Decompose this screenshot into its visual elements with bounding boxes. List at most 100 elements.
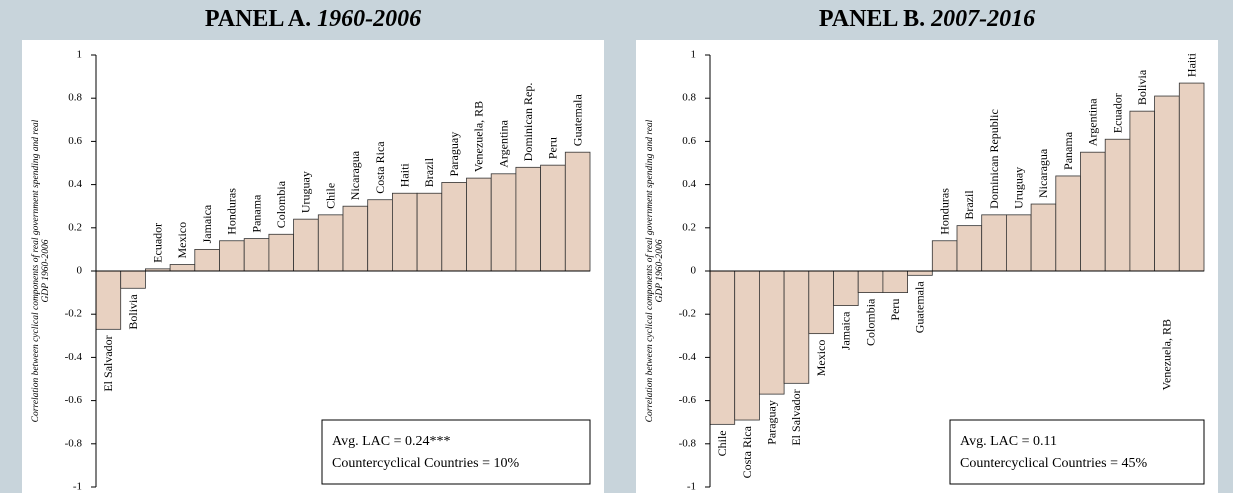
bar <box>783 270 810 384</box>
y-axis-label: GDP 1960-2006 <box>655 239 665 302</box>
bar-label: Mexico <box>814 340 828 377</box>
y-tick-label: -0.4 <box>679 351 697 363</box>
y-tick-label: 0.4 <box>68 178 82 190</box>
bar-label: Bolivia <box>126 294 140 330</box>
panel-title: PANEL B. 2007-2016 <box>819 6 1035 32</box>
bar-label: Dominican Republic <box>987 109 1001 209</box>
y-tick-label: 0.2 <box>682 221 696 233</box>
bar <box>391 192 418 272</box>
panel-title: PANEL A. 1960-2006 <box>205 6 421 32</box>
bar <box>169 264 196 272</box>
bar <box>490 173 517 272</box>
bar <box>95 270 122 330</box>
bar-label: Venezuela, RB <box>472 101 486 172</box>
panel: PANEL B. 2007-2016 Correlation between cy… <box>636 6 1218 493</box>
bar <box>342 205 369 272</box>
bar-label: Costa Rica <box>740 425 754 478</box>
bar <box>709 270 736 425</box>
bar <box>120 270 146 289</box>
y-tick-label: -0.8 <box>679 437 697 449</box>
panel-period: 1960-2006 <box>317 6 421 32</box>
bar <box>1055 175 1081 272</box>
bar <box>515 166 542 272</box>
bar-label: Jamaica <box>839 311 853 350</box>
bar-label: Colombia <box>863 298 877 346</box>
bar-label: Ecuador <box>1110 93 1124 133</box>
bar <box>219 240 245 272</box>
annotation-box <box>949 419 1205 485</box>
bar <box>808 270 834 335</box>
bar <box>734 270 760 421</box>
bar <box>1005 214 1032 272</box>
bar-label: Dominican Rep. <box>521 83 535 162</box>
bar <box>931 240 958 272</box>
bar-label: Uruguay <box>299 171 313 213</box>
bar-label: Panama <box>1061 131 1075 170</box>
bar <box>1178 82 1205 272</box>
bar-label: El Salvador <box>101 335 115 391</box>
bar <box>981 214 1007 272</box>
bar-label: Jamaica <box>200 204 214 243</box>
bar-label: Argentina <box>1086 98 1100 146</box>
y-tick-label: -1 <box>687 481 696 493</box>
bar-label: Guatemala <box>570 94 584 147</box>
bar-label: Venezuela, RB <box>1160 319 1174 390</box>
bar <box>857 270 884 294</box>
bar <box>882 270 908 294</box>
bar <box>194 248 220 272</box>
bar <box>1129 110 1156 272</box>
annotation: Avg. LAC = 0.24*** <box>332 434 450 449</box>
bar <box>243 238 270 272</box>
bar-label: Honduras <box>937 188 951 235</box>
y-tick-label: -0.6 <box>65 394 83 406</box>
y-tick-label: -0.8 <box>65 437 83 449</box>
y-tick-label: -1 <box>73 481 82 493</box>
bar <box>907 270 933 276</box>
y-tick-label: 0.2 <box>68 221 82 233</box>
y-tick-label: 0.6 <box>68 135 82 147</box>
bar <box>293 218 319 272</box>
bar-label: Peru <box>546 137 560 159</box>
y-axis-label: Correlation between cyclical components … <box>644 119 655 422</box>
bar-label: Chile <box>323 183 337 209</box>
y-tick-label: -0.2 <box>679 308 696 320</box>
bar <box>540 164 566 272</box>
bar-label: Chile <box>715 430 729 456</box>
bar <box>317 214 344 272</box>
y-tick-label: 1 <box>691 49 697 61</box>
bar <box>1080 151 1106 272</box>
panel-name: PANEL A. <box>205 6 311 32</box>
panel-name: PANEL B. <box>819 6 925 32</box>
bar <box>1154 95 1180 272</box>
y-tick-label: -0.6 <box>679 394 697 406</box>
bar-label: Paraguay <box>765 400 779 445</box>
bar-label: Brazil <box>422 157 436 187</box>
y-tick-label: 1 <box>77 49 83 61</box>
y-axis-label: Correlation between cyclical components … <box>30 119 41 422</box>
y-tick-label: -0.4 <box>65 351 83 363</box>
bar <box>268 233 294 272</box>
bar-label: Paraguay <box>447 132 461 177</box>
bar <box>466 177 492 272</box>
bar-label: Costa Rica <box>373 141 387 194</box>
bar-label: El Salvador <box>789 389 803 445</box>
bar-label: Guatemala <box>913 281 927 334</box>
bar <box>1030 203 1057 272</box>
bar-label: Peru <box>888 299 902 321</box>
panel-period: 2007-2016 <box>930 6 1035 32</box>
y-tick-label: 0.4 <box>682 178 696 190</box>
y-tick-label: 0 <box>691 265 697 277</box>
bar <box>956 225 983 272</box>
bar <box>367 199 393 272</box>
annotation: Countercyclical Countries = 45% <box>960 456 1147 471</box>
panel: PANEL A. 1960-2006 Correlation between cy… <box>22 6 604 493</box>
bar-label: Honduras <box>225 188 239 235</box>
bar-label: Argentina <box>496 119 510 167</box>
bar <box>1104 138 1131 272</box>
y-tick-label: 0 <box>77 265 83 277</box>
annotation: Countercyclical Countries = 10% <box>332 456 519 471</box>
bar-label: Nicaragua <box>348 150 362 200</box>
bar <box>416 192 443 272</box>
bar-label: Mexico <box>175 222 189 259</box>
